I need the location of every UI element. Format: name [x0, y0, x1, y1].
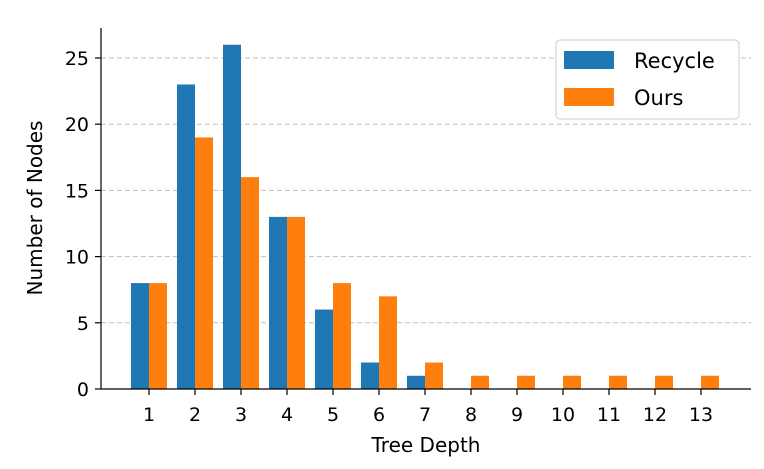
bar-recycle-4 — [269, 216, 287, 389]
legend-label-ours: Ours — [634, 86, 683, 110]
bar-recycle-3 — [223, 44, 241, 389]
bar-recycle-7 — [407, 375, 425, 389]
x-tick-label: 8 — [465, 404, 477, 426]
y-axis-label: Number of Nodes — [23, 121, 47, 296]
bar-ours-8 — [471, 375, 489, 389]
bar-ours-9 — [517, 375, 535, 389]
x-tick-label: 2 — [189, 404, 201, 426]
bar-ours-1 — [149, 283, 167, 389]
bar-ours-6 — [379, 296, 397, 389]
x-tick-label: 5 — [327, 404, 339, 426]
bar-ours-13 — [701, 375, 719, 389]
bar-recycle-2 — [177, 84, 195, 389]
bar-ours-2 — [195, 137, 213, 389]
x-tick-label: 7 — [419, 404, 431, 426]
x-axis-label: Tree Depth — [371, 433, 481, 457]
y-tick-label: 10 — [65, 247, 89, 269]
bar-ours-11 — [609, 375, 627, 389]
y-tick-label: 25 — [65, 48, 89, 70]
x-tick-label: 4 — [281, 404, 293, 426]
y-ticks: 0 5 10 15 20 25 — [65, 48, 101, 401]
bar-ours-7 — [425, 362, 443, 389]
x-tick-label: 1 — [143, 404, 155, 426]
bar-recycle-1 — [131, 283, 149, 389]
y-tick-label: 15 — [65, 180, 89, 202]
bar-ours-10 — [563, 375, 581, 389]
y-tick-label: 0 — [77, 379, 89, 401]
x-tick-label: 12 — [643, 404, 667, 426]
bar-recycle-6 — [361, 362, 379, 389]
x-tick-label: 3 — [235, 404, 247, 426]
bar-ours-4 — [287, 216, 305, 389]
x-tick-label: 13 — [689, 404, 713, 426]
x-ticks: 1 2 3 4 5 6 7 8 9 10 11 12 13 — [143, 389, 713, 426]
bar-ours-5 — [333, 283, 351, 389]
bar-ours-3 — [241, 177, 259, 389]
y-tick-label: 20 — [65, 114, 89, 136]
legend-swatch-ours — [564, 88, 614, 106]
axes — [100, 28, 751, 390]
x-tick-label: 6 — [373, 404, 385, 426]
x-tick-label: 9 — [511, 404, 523, 426]
x-tick-label: 11 — [597, 404, 621, 426]
legend-label-recycle: Recycle — [634, 49, 715, 73]
bar-recycle-5 — [315, 309, 333, 389]
y-tick-label: 5 — [77, 313, 89, 335]
bar-ours-12 — [655, 375, 673, 389]
legend: Recycle Ours — [555, 39, 740, 120]
legend-swatch-recycle — [564, 51, 614, 69]
bars — [131, 44, 719, 389]
x-tick-label: 10 — [551, 404, 575, 426]
